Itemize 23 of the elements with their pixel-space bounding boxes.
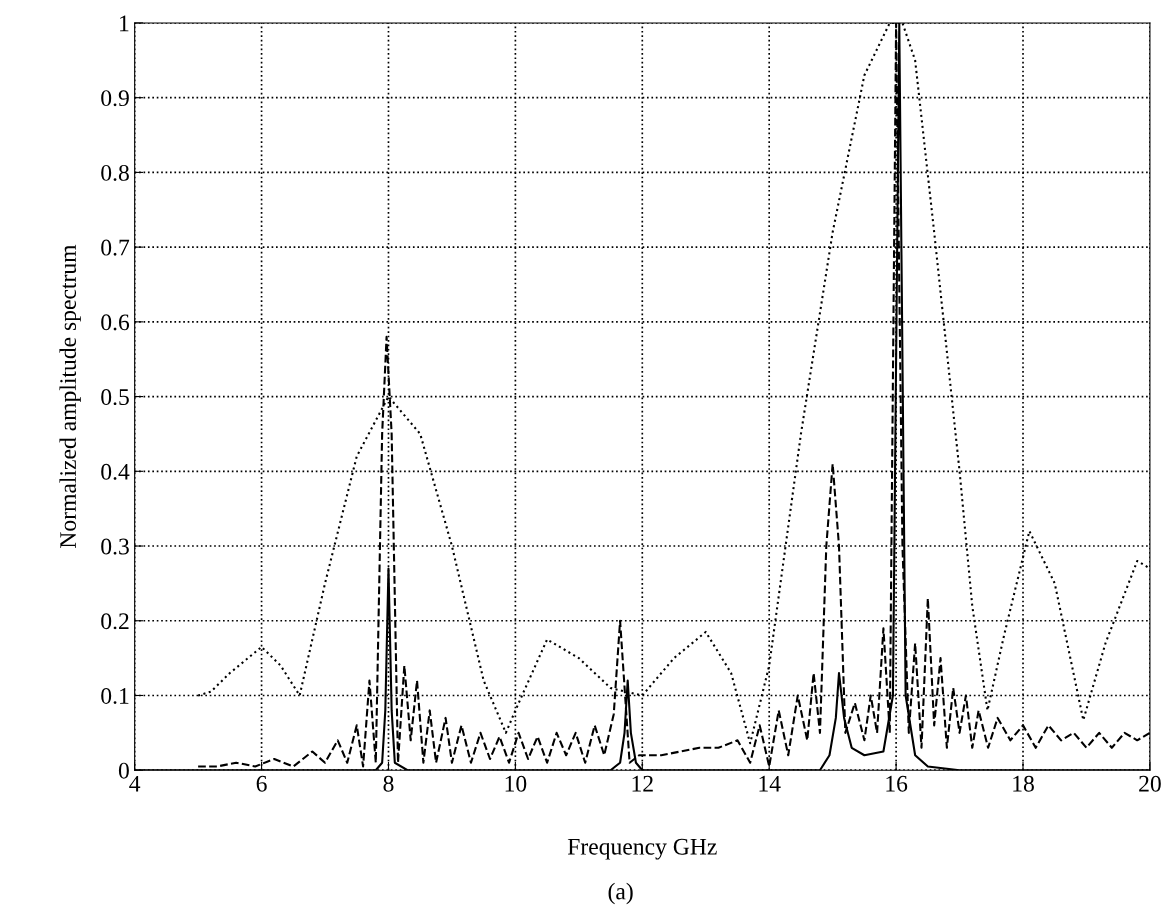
x-tick-label: 10 (505, 775, 527, 792)
y-tick-label: 0.3 (101, 538, 129, 555)
x-tick-label: 18 (1013, 775, 1034, 792)
x-axis-title: Frequency GHz (567, 838, 717, 860)
x-tick-label: 12 (632, 775, 653, 792)
x-tick-label: 16 (886, 775, 908, 792)
y-tick-label: 0.1 (101, 687, 129, 704)
x-tick-label: 8 (383, 775, 394, 792)
y-axis-title: Normalized amplitude spectrum (59, 244, 81, 549)
y-tick-label: 1 (120, 15, 129, 32)
y-tick-label: 0.5 (101, 389, 129, 406)
y-tick-label: 0 (118, 762, 129, 779)
y-tick-label: 0.9 (101, 90, 129, 107)
x-tick-label: 6 (256, 775, 267, 792)
text: (a) (608, 882, 633, 905)
y-tick-label: 0.6 (101, 314, 130, 331)
y-tick-label: 0.4 (101, 463, 130, 480)
x-tick-label: 14 (759, 775, 781, 792)
y-tick-label: 0.8 (101, 164, 129, 181)
y-tick-label: 0.7 (101, 239, 130, 256)
x-tick-label: 4 (129, 775, 141, 792)
x-tick-label: 20 (1139, 775, 1161, 792)
y-tick-label: 0.2 (101, 613, 129, 630)
